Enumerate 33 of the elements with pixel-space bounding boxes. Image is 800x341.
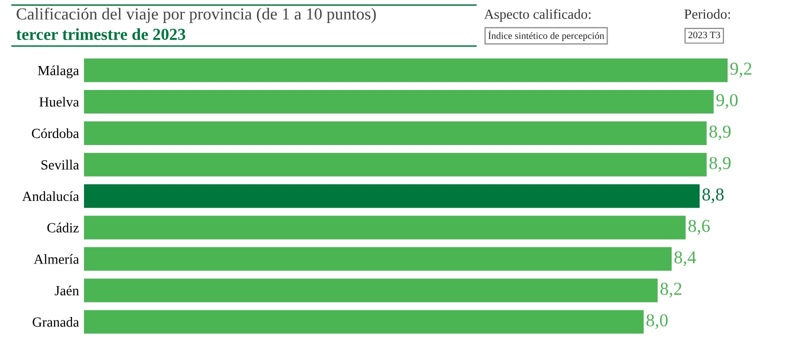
y-tick-label: Cádiz bbox=[47, 222, 79, 232]
text: Periodo: bbox=[684, 9, 730, 19]
text: Aspecto calificado: bbox=[484, 8, 590, 22]
bar bbox=[84, 247, 672, 271]
chart-title: Calificación del viaje por provincia (de 1 a 10 puntos) bbox=[16, 8, 376, 23]
y-tick-label: Jaén bbox=[54, 286, 79, 296]
data-label: 8,4 bbox=[674, 251, 696, 266]
y-tick-label: Granada bbox=[32, 317, 79, 327]
y-tick-label: Málaga bbox=[38, 65, 79, 78]
text: Índice sintético de percepción bbox=[488, 30, 604, 41]
data-label: 9,2 bbox=[730, 62, 752, 78]
data-label: 8,9 bbox=[709, 126, 731, 140]
bar bbox=[84, 278, 658, 302]
bar bbox=[84, 121, 707, 145]
chart-subtitle: tercer trimestre de 2023 bbox=[16, 28, 186, 40]
data-label: 9,0 bbox=[716, 94, 738, 109]
bar bbox=[84, 310, 644, 334]
data-label: 8,6 bbox=[688, 220, 710, 235]
data-label: 8,0 bbox=[646, 314, 668, 329]
y-tick-label: Sevilla bbox=[41, 160, 79, 170]
y-tick-label: Huelva bbox=[39, 96, 79, 107]
text: 2023 T3 bbox=[688, 32, 720, 38]
data-label: 8,8 bbox=[702, 188, 724, 204]
y-tick-label: Andalucía bbox=[22, 191, 79, 202]
bar bbox=[84, 90, 714, 114]
bar bbox=[84, 152, 707, 176]
bar bbox=[84, 216, 686, 240]
data-label: 8,2 bbox=[660, 282, 682, 298]
bar bbox=[84, 184, 700, 208]
y-tick-label: Córdoba bbox=[32, 128, 79, 138]
data-label: 8,9 bbox=[709, 156, 731, 172]
bar bbox=[84, 58, 728, 82]
y-tick-label: Almería bbox=[34, 254, 79, 264]
